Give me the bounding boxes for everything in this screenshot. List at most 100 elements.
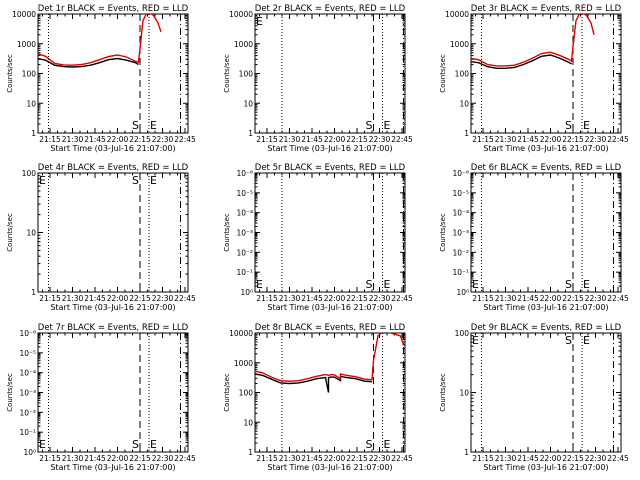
marker-label-E: E (583, 119, 590, 132)
y-axis-label: Counts/sec (6, 373, 14, 412)
detector-panel: Det 3r BLACK = Events, RED = LLD 1 10 100 10… (439, 4, 629, 153)
x-tick-label: 22:30 (369, 454, 391, 463)
marker-label-S: S (132, 119, 139, 132)
detector-panel: Det 9r BLACK = Events, RED = LLD 1 10 100 21… (439, 323, 629, 472)
data-series-line (38, 57, 139, 68)
x-tick-label: 22:30 (152, 135, 174, 144)
y-tick-label: 1000 (234, 359, 253, 368)
marker-label-S: S (565, 278, 572, 291)
y-tick-label: 10⁻² (452, 248, 469, 257)
plot-frame (470, 172, 622, 293)
x-tick-label: 22:00 (540, 135, 562, 144)
x-tick-label: 21:30 (495, 135, 517, 144)
detector-panel: Det 5r BLACK = Events, RED = LLD 10⁰ 10⁻¹ 1… (223, 163, 413, 312)
x-tick-label: 21:45 (301, 135, 323, 144)
x-tick-label: 22:00 (540, 454, 562, 463)
x-axis-label: Start Time (03-Jul-16 21:07:00) (267, 463, 392, 472)
panel-title: Det 6r BLACK = Events, RED = LLD (471, 163, 622, 173)
x-tick-label: 22:45 (391, 454, 413, 463)
plot-frame (37, 13, 189, 134)
panel-title: Det 8r BLACK = Events, RED = LLD (255, 323, 406, 333)
x-tick-label: 21:45 (517, 294, 539, 303)
y-tick-label: 10⁻² (19, 408, 36, 417)
marker-label-S: S (565, 334, 572, 347)
panel-title: Det 1r BLACK = Events, RED = LLD (38, 4, 189, 14)
detector-panel: Det 4r BLACK = Events, RED = LLD 1 10 100 21… (6, 163, 196, 312)
marker-label-E: E (150, 174, 157, 187)
plot-frame (254, 332, 406, 453)
y-tick-label: 1 (31, 288, 36, 297)
y-axis-label: Counts/sec (439, 213, 447, 252)
x-tick-label: 22:45 (607, 294, 629, 303)
y-tick-label: 10 (26, 229, 36, 238)
data-series-line (255, 333, 405, 382)
marker-label-E: E (256, 15, 263, 28)
x-tick-label: 22:15 (346, 294, 368, 303)
x-tick-label: 21:30 (62, 135, 84, 144)
detector-panel: Det 2r BLACK = Events, RED = LLD 1 10 100 10… (223, 4, 413, 153)
plot-frame (470, 13, 622, 134)
x-tick-label: 21:30 (62, 294, 84, 303)
x-axis-label: Start Time (03-Jul-16 21:07:00) (50, 144, 175, 153)
x-axis-label: Start Time (03-Jul-16 21:07:00) (483, 303, 608, 312)
marker-label-E: E (150, 438, 157, 451)
x-tick-label: 22:00 (107, 135, 129, 144)
y-tick-label: 10⁻⁶ (452, 169, 469, 178)
data-series-line (471, 14, 595, 67)
marker-label-E: E (384, 438, 391, 451)
y-tick-label: 1 (464, 129, 469, 138)
x-axis-label: Start Time (03-Jul-16 21:07:00) (483, 144, 608, 153)
y-tick-label: 10⁻⁴ (452, 209, 469, 218)
marker-label-S: S (366, 119, 373, 132)
y-axis-label: Counts/sec (223, 213, 231, 252)
marker-label-S: S (366, 278, 373, 291)
y-tick-label: 10⁻³ (236, 229, 253, 238)
y-tick-label: 10⁻³ (19, 389, 36, 398)
x-tick-label: 21:45 (84, 135, 106, 144)
marker-label-S: S (366, 438, 373, 451)
y-tick-label: 1 (248, 448, 253, 457)
detector-panel: Det 8r BLACK = Events, RED = LLD 1 10 100 10… (223, 323, 413, 472)
x-tick-label: 22:00 (324, 294, 346, 303)
y-axis-label: Counts/sec (439, 54, 447, 93)
x-tick-label: 22:15 (129, 454, 151, 463)
y-axis-label: Counts/sec (6, 54, 14, 93)
detector-panel: Det 6r BLACK = Events, RED = LLD 10⁰ 10⁻¹ 1… (439, 163, 629, 312)
x-tick-label: 22:45 (607, 135, 629, 144)
marker-label-S: S (132, 438, 139, 451)
x-tick-label: 21:45 (84, 454, 106, 463)
marker-label-E: E (583, 278, 590, 291)
x-tick-label: 22:45 (391, 135, 413, 144)
plot-frame (37, 172, 189, 293)
x-tick-label: 22:15 (562, 135, 584, 144)
x-tick-label: 21:45 (84, 294, 106, 303)
y-tick-label: 10⁻⁵ (452, 189, 469, 198)
panel-title: Det 9r BLACK = Events, RED = LLD (471, 323, 622, 333)
plot-frame (470, 332, 622, 453)
x-tick-label: 21:45 (301, 454, 323, 463)
x-tick-label: 21:30 (279, 454, 301, 463)
panel-title: Det 7r BLACK = Events, RED = LLD (38, 323, 189, 333)
x-tick-label: 22:45 (174, 294, 196, 303)
x-tick-label: 22:00 (107, 454, 129, 463)
x-tick-label: 21:30 (495, 294, 517, 303)
x-axis-label: Start Time (03-Jul-16 21:07:00) (267, 303, 392, 312)
y-tick-label: 10000 (229, 329, 253, 338)
x-tick-label: 22:30 (585, 135, 607, 144)
x-tick-label: 22:15 (562, 294, 584, 303)
y-tick-label: 10 (459, 389, 469, 398)
marker-label-E: E (256, 278, 263, 291)
x-axis-label: Start Time (03-Jul-16 21:07:00) (483, 463, 608, 472)
x-tick-label: 21:15 (256, 135, 278, 144)
x-tick-label: 22:15 (562, 454, 584, 463)
y-tick-label: 10000 (12, 10, 36, 19)
x-tick-label: 21:15 (39, 135, 61, 144)
x-tick-label: 22:30 (369, 294, 391, 303)
y-tick-label: 1000 (450, 40, 469, 49)
marker-label-E: E (583, 334, 590, 347)
y-tick-label: 10⁻¹ (452, 268, 469, 277)
x-tick-label: 22:15 (346, 135, 368, 144)
marker-label-E: E (384, 119, 391, 132)
x-tick-label: 22:00 (324, 135, 346, 144)
y-tick-label: 10 (243, 418, 253, 427)
